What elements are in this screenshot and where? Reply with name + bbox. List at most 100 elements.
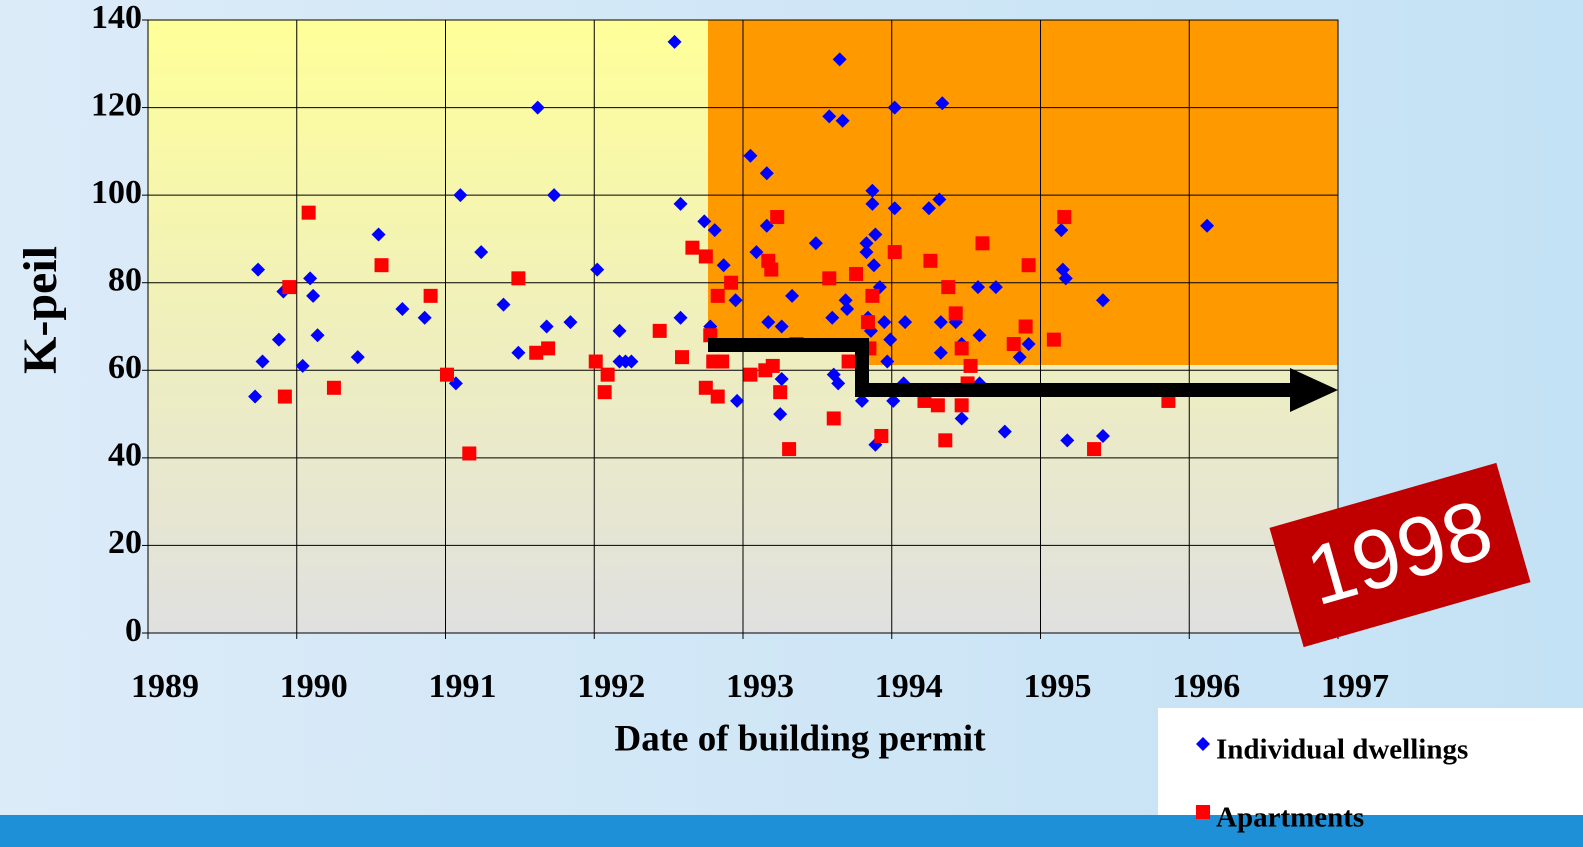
diamond-marker bbox=[248, 389, 263, 404]
diamond-marker bbox=[921, 201, 936, 216]
square-marker bbox=[374, 258, 389, 273]
square-marker bbox=[541, 341, 556, 356]
diamond-marker bbox=[667, 34, 682, 49]
square-marker bbox=[860, 315, 875, 330]
diamond-marker bbox=[395, 301, 410, 316]
square-marker bbox=[685, 240, 700, 255]
square-marker bbox=[282, 280, 297, 295]
diamond-marker bbox=[971, 280, 986, 295]
diamond-marker bbox=[1200, 218, 1215, 233]
diamond-marker bbox=[838, 293, 853, 308]
square-marker bbox=[975, 236, 990, 251]
x-tick-label: 1990 bbox=[280, 668, 348, 705]
x-tick-label: 1992 bbox=[577, 668, 645, 705]
diamond-marker bbox=[825, 310, 840, 325]
square-marker bbox=[715, 354, 730, 369]
diamond-marker bbox=[866, 258, 881, 273]
square-marker bbox=[597, 385, 612, 400]
square-marker bbox=[770, 210, 785, 225]
y-tick-label: 60 bbox=[108, 349, 142, 386]
diamond-marker bbox=[1021, 337, 1036, 352]
diamond-marker bbox=[417, 310, 432, 325]
square-marker bbox=[822, 271, 837, 286]
diamond-marker bbox=[295, 358, 310, 373]
square-marker bbox=[938, 433, 953, 448]
x-tick-label: 1994 bbox=[875, 668, 943, 705]
diamond-marker bbox=[831, 376, 846, 391]
diamond-marker bbox=[997, 424, 1012, 439]
square-marker bbox=[710, 389, 725, 404]
diamond-marker bbox=[530, 100, 545, 115]
diamond-marker bbox=[547, 188, 562, 203]
y-tick-label: 140 bbox=[91, 0, 142, 36]
x-tick-label: 1996 bbox=[1172, 668, 1240, 705]
square-marker bbox=[773, 385, 788, 400]
diamond-marker bbox=[350, 350, 365, 365]
diamond-marker bbox=[840, 301, 855, 316]
square-marker bbox=[917, 393, 932, 408]
legend-label: Individual dwellings bbox=[1216, 734, 1468, 766]
diamond-marker bbox=[1095, 293, 1110, 308]
square-marker bbox=[1006, 337, 1021, 352]
diamond-marker bbox=[271, 332, 286, 347]
diamond-marker bbox=[1054, 223, 1069, 238]
diamond-marker bbox=[496, 297, 511, 312]
diamond-marker bbox=[773, 407, 788, 422]
diamond-marker bbox=[808, 236, 823, 251]
diamond-marker bbox=[730, 393, 745, 408]
diamond-marker bbox=[933, 345, 948, 360]
diamond-marker bbox=[880, 354, 895, 369]
diamond-marker bbox=[511, 345, 526, 360]
square-marker bbox=[849, 266, 864, 281]
diamond-marker bbox=[749, 245, 764, 260]
footer-band bbox=[0, 815, 1583, 847]
y-tick-label: 20 bbox=[108, 524, 142, 561]
plot-border bbox=[147, 19, 1339, 634]
square-marker bbox=[865, 288, 880, 303]
square-marker bbox=[439, 367, 454, 382]
y-axis-title: K-peil bbox=[14, 246, 67, 374]
diamond-marker bbox=[303, 271, 318, 286]
legend-box bbox=[1158, 708, 1583, 815]
diamond-marker bbox=[453, 188, 468, 203]
diamond-marker bbox=[774, 372, 789, 387]
diamond-marker bbox=[835, 113, 850, 128]
y-tick-label: 100 bbox=[91, 174, 142, 211]
square-marker bbox=[423, 288, 438, 303]
square-marker bbox=[301, 205, 316, 220]
diamond-marker bbox=[822, 109, 837, 124]
y-tick-label: 120 bbox=[91, 86, 142, 123]
diamond-marker bbox=[1196, 737, 1210, 751]
x-tick-label: 1993 bbox=[726, 668, 794, 705]
diamond-marker bbox=[474, 245, 489, 260]
diamond-marker bbox=[707, 223, 722, 238]
legend-label: Apartments bbox=[1216, 802, 1364, 834]
square-marker bbox=[954, 398, 969, 413]
diamond-marker bbox=[251, 262, 266, 277]
square-marker bbox=[652, 323, 667, 338]
diamond-marker bbox=[774, 319, 789, 334]
grid bbox=[142, 19, 1339, 639]
square-marker bbox=[930, 398, 945, 413]
step-arrow bbox=[708, 338, 1338, 412]
square-marker bbox=[1021, 258, 1036, 273]
diamond-marker bbox=[563, 315, 578, 330]
diamond-marker bbox=[932, 192, 947, 207]
square-marker bbox=[941, 280, 956, 295]
diamond-marker bbox=[624, 354, 639, 369]
square-marker bbox=[462, 446, 477, 461]
diamond-marker bbox=[673, 196, 688, 211]
square-marker bbox=[963, 358, 978, 373]
diamond-marker bbox=[1095, 428, 1110, 443]
arrow-line bbox=[708, 338, 1295, 397]
diamond-marker bbox=[886, 393, 901, 408]
legend: Individual dwellings Apartments bbox=[1196, 734, 1468, 834]
diamond-marker bbox=[759, 166, 774, 181]
diamond-marker bbox=[933, 315, 948, 330]
diamond-marker bbox=[887, 201, 902, 216]
diamond-marker bbox=[972, 328, 987, 343]
square-marker bbox=[743, 367, 758, 382]
diamond-marker bbox=[697, 214, 712, 229]
highlight-region bbox=[708, 20, 1338, 365]
diamond-marker bbox=[988, 280, 1003, 295]
